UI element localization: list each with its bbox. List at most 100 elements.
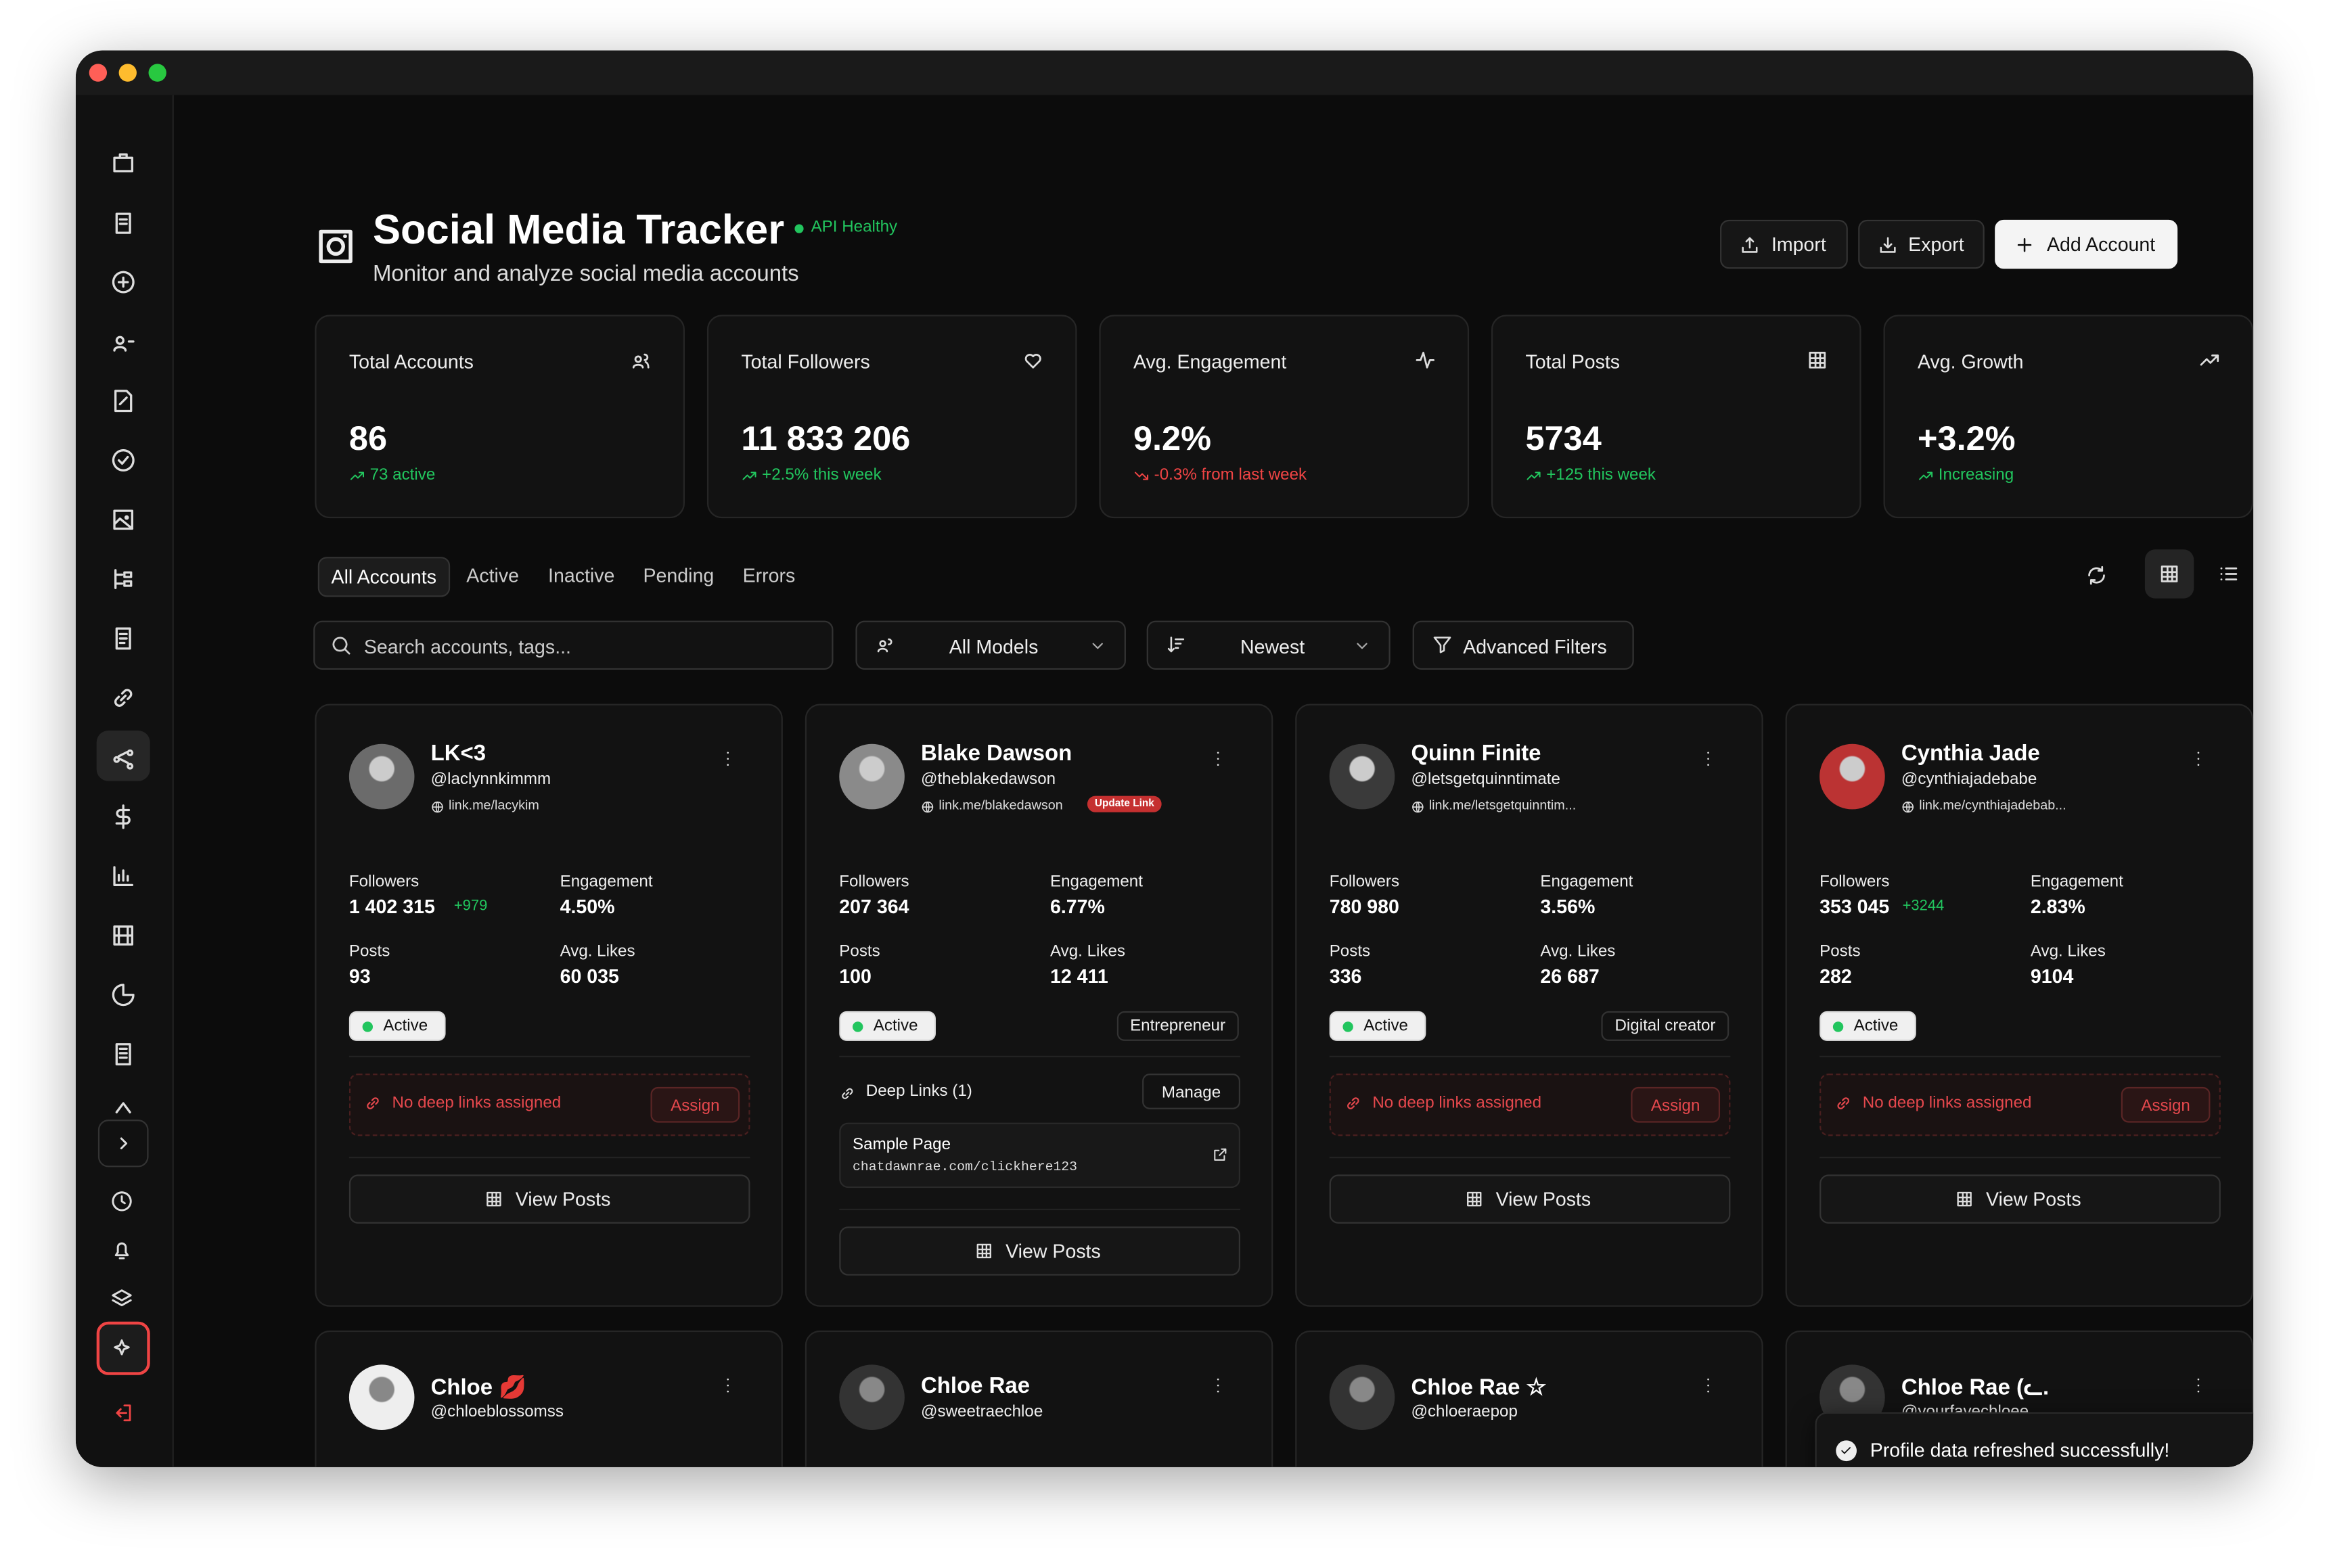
header-button[interactable]: Import	[1720, 219, 1848, 269]
metric-value: 26 687	[1540, 965, 1600, 988]
metric-label: Engagement	[1540, 873, 1633, 892]
metric-value: 100	[839, 965, 872, 988]
status-text: Active	[383, 1017, 428, 1036]
icon	[1167, 637, 1185, 653]
follower-delta: +3244	[1902, 898, 1945, 915]
account-link[interactable]: link.me/lacykim	[448, 797, 539, 812]
filter-dropdown[interactable]: Advanced Filters	[1412, 620, 1634, 670]
view-posts-button[interactable]: View Posts	[348, 1174, 750, 1224]
icon	[1092, 643, 1103, 649]
icon	[742, 471, 756, 480]
account-link[interactable]: link.me/letsgetquinntim...	[1428, 797, 1577, 812]
assign-button[interactable]: Assign	[650, 1086, 740, 1123]
icon	[2197, 1378, 2200, 1393]
assign-button[interactable]: Assign	[1631, 1086, 1721, 1123]
deep-link-name: Sample Page	[853, 1136, 951, 1154]
icon	[1217, 1378, 1219, 1393]
metric-label: Posts	[839, 942, 880, 961]
header-button[interactable]: Add Account	[1995, 219, 2178, 269]
nav-icon[interactable]	[110, 328, 137, 355]
account-card: Chloe 💋@chloeblossomssFollowers1-53Engag…	[315, 1330, 783, 1467]
stat-label: Avg. Engagement	[1133, 350, 1287, 373]
stat-change: Increasing	[1938, 466, 2014, 484]
update-link-badge[interactable]: Update Link	[1087, 795, 1162, 812]
page-subtitle: Monitor and analyze social media account…	[372, 261, 799, 287]
view-posts-label: View Posts	[1495, 1188, 1591, 1211]
icon	[1707, 1378, 1709, 1393]
nav-icon[interactable]	[110, 1041, 137, 1068]
tab[interactable]: Pending	[643, 564, 715, 587]
nav-icon[interactable]	[110, 447, 137, 474]
search-input[interactable]: Search accounts, tags...	[313, 620, 834, 670]
ai-button[interactable]	[96, 1321, 150, 1375]
status-text: Active	[1853, 1017, 1899, 1036]
icon	[1837, 1097, 1850, 1109]
avatar	[1819, 743, 1885, 810]
stat-change: +125 this week	[1546, 466, 1656, 484]
main: Social Media Tracker API Healthy Monitor a…	[173, 95, 2254, 1467]
icon	[319, 229, 353, 264]
metric-label: Avg. Likes	[2030, 942, 2106, 961]
icon	[922, 801, 934, 813]
icon	[112, 1289, 132, 1307]
account-name: Chloe 💋	[430, 1375, 527, 1401]
nav-icon[interactable]	[110, 804, 137, 831]
nav-icon[interactable]	[110, 922, 137, 949]
close-button[interactable]	[89, 64, 108, 82]
divider	[1329, 1157, 1731, 1159]
tab[interactable]: Active	[466, 564, 520, 587]
stat-value: 86	[348, 419, 388, 458]
account-handle: @laclynnkimmm	[430, 770, 551, 789]
assign-button[interactable]: Assign	[2121, 1086, 2211, 1123]
status-dot	[362, 1021, 373, 1032]
account-card: Quinn Finite @letsgetquinntimate link.me/l…	[1295, 704, 1763, 1307]
tab[interactable]: Errors	[742, 564, 796, 587]
filter-label: Advanced Filters	[1463, 635, 1607, 658]
account-link[interactable]: link.me/blakedawson	[939, 797, 1063, 812]
account-handle: @sweetraechloe	[921, 1403, 1043, 1421]
account-link[interactable]: link.me/cynthiajadebab...	[1919, 797, 2066, 812]
nav-icon[interactable]	[110, 862, 137, 890]
nav-icon[interactable]	[110, 388, 137, 415]
nav-icon[interactable]	[110, 744, 137, 771]
nav-icon[interactable]	[110, 625, 137, 652]
grid-view-toggle[interactable]	[2144, 549, 2194, 599]
metric-value: 1 402 315	[348, 895, 435, 918]
filter-dropdown[interactable]: Newest	[1146, 620, 1390, 670]
icon	[2220, 567, 2238, 581]
metric-label: Avg. Likes	[1050, 942, 1126, 961]
account-card: Chloe Rae ☆@chloeraepopFollowers271Engag…	[1295, 1330, 1763, 1467]
nav-icon[interactable]	[110, 210, 137, 237]
icon	[1527, 471, 1541, 480]
stat-card: Avg. Engagement 9.2% -0.3% from last week	[1099, 315, 1470, 519]
manage-button[interactable]: Manage	[1142, 1074, 1240, 1109]
divider	[1819, 1157, 2221, 1159]
nav-icon[interactable]	[110, 150, 137, 177]
nav-icon[interactable]	[110, 507, 137, 534]
icon	[2197, 752, 2200, 766]
avatar	[839, 743, 905, 810]
tab[interactable]: Inactive	[548, 564, 615, 587]
stat-card: Total Followers 11 833 206 +2.5% this week	[706, 315, 1077, 519]
icon	[2200, 354, 2219, 366]
avatar	[348, 743, 415, 810]
view-posts-button[interactable]: View Posts	[839, 1226, 1240, 1276]
view-posts-button[interactable]: View Posts	[1329, 1174, 1731, 1224]
minimize-button[interactable]	[118, 64, 137, 82]
header-button[interactable]: Export	[1858, 219, 1985, 269]
view-posts-button[interactable]: View Posts	[1819, 1174, 2221, 1224]
divider	[839, 1055, 1240, 1057]
divider	[348, 1055, 750, 1057]
nav-icon[interactable]	[110, 982, 137, 1009]
metric-label: Avg. Likes	[1540, 942, 1616, 961]
tab[interactable]: All Accounts	[317, 557, 450, 597]
nav-icon[interactable]	[110, 269, 137, 296]
nav-icon[interactable]	[110, 566, 137, 593]
zoom-button[interactable]	[148, 64, 166, 82]
title-bar	[75, 50, 2254, 95]
account-name: LK<3	[430, 741, 487, 766]
collapse-button[interactable]	[97, 1120, 149, 1168]
nav-icon[interactable]	[110, 685, 137, 712]
filter-dropdown[interactable]: All Models	[855, 620, 1126, 670]
nav-icon[interactable]	[110, 1094, 137, 1122]
